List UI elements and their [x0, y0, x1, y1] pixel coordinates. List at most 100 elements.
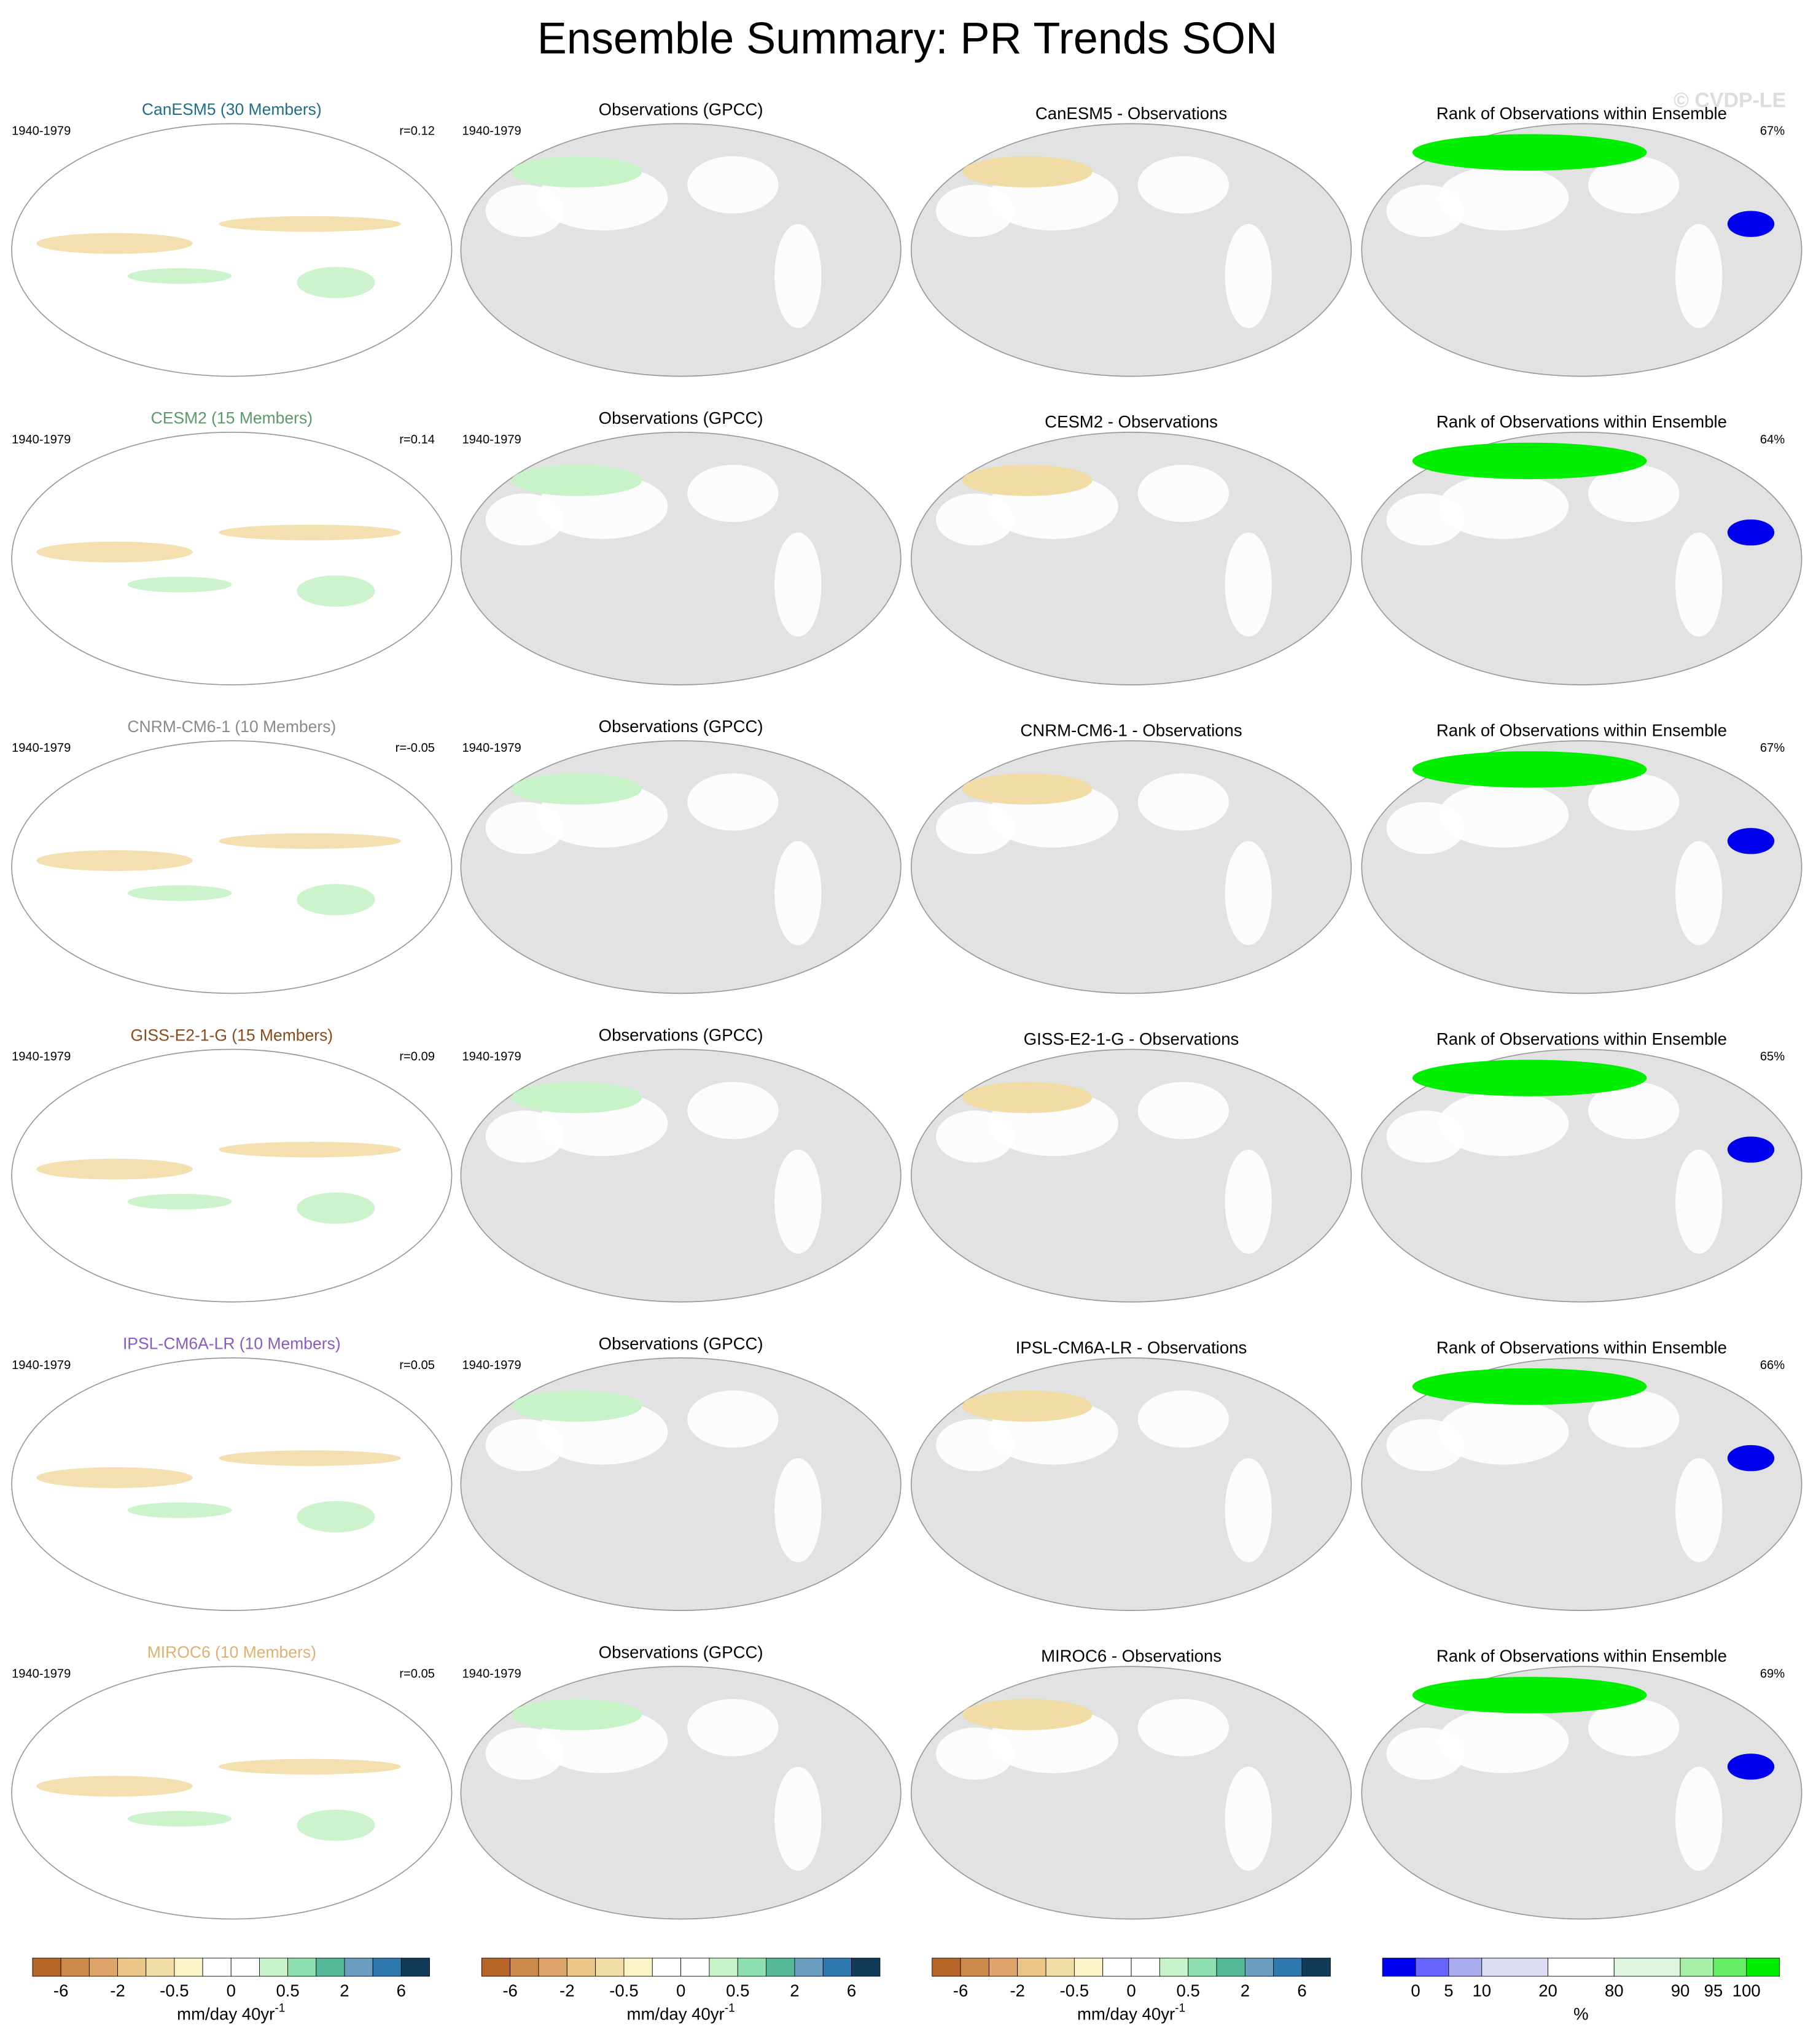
pattern-corr: r=0.05	[399, 1667, 435, 1680]
colorbar-box	[1102, 1957, 1132, 1977]
map-frame	[11, 431, 453, 685]
map-shade	[36, 850, 193, 872]
map-shade	[774, 1766, 822, 1871]
unit-exponent: -1	[275, 2002, 285, 2015]
map-shade	[1412, 442, 1647, 480]
unit-exponent: -1	[725, 2002, 735, 2015]
watermark: © CVDP-LE	[1674, 88, 1786, 112]
map-shade	[219, 216, 401, 232]
colorbar-box	[481, 1957, 511, 1977]
unit-text: mm/day 40yr	[627, 2005, 725, 2024]
colorbar-box	[1301, 1957, 1331, 1977]
map-shade	[1438, 1708, 1569, 1774]
pattern-corr: r=-0.05	[396, 741, 435, 755]
rank-title: Rank of Observations within Ensemble	[1436, 1647, 1727, 1666]
map-shade	[1675, 1149, 1723, 1254]
map-shade	[1225, 841, 1272, 945]
colorbar-box	[709, 1957, 738, 1977]
colorbar-unit: %	[1573, 2005, 1588, 2024]
colorbar-box	[230, 1957, 260, 1977]
map-shade	[127, 885, 232, 901]
unit-exponent: -1	[1175, 2002, 1185, 2015]
map-shade	[1438, 1091, 1569, 1157]
colorbar-box	[1746, 1957, 1780, 1977]
diff-title: CESM2 - Observations	[1045, 412, 1218, 431]
map-shade	[127, 1193, 232, 1210]
map-shade	[687, 1699, 779, 1757]
map-shade	[1588, 464, 1680, 523]
map-shade	[1225, 532, 1272, 637]
colorbar-box	[372, 1957, 402, 1977]
map-shade	[687, 1082, 779, 1139]
map-shade	[1588, 1699, 1680, 1757]
map-shade	[687, 156, 779, 214]
period: 1940-1979	[12, 1667, 71, 1680]
map-shade	[1438, 1399, 1569, 1465]
map-frame	[910, 1666, 1352, 1920]
colorbar-box	[146, 1957, 175, 1977]
map-shade	[512, 1082, 642, 1114]
colorbar-box	[1415, 1957, 1449, 1977]
colorbar-box	[1188, 1957, 1217, 1977]
map-shade	[1137, 1390, 1230, 1448]
pattern-corr: r=0.14	[399, 433, 435, 447]
map-shade	[36, 541, 193, 563]
colorbar-label: 0.5	[276, 1981, 299, 2000]
map-shade	[1137, 1699, 1230, 1757]
colorbar-label: 2	[340, 1981, 349, 2000]
map-shade	[1588, 1082, 1680, 1139]
map-shade	[1675, 1766, 1723, 1871]
colorbar-label: 5	[1444, 1981, 1453, 2000]
map-shade	[1588, 156, 1680, 214]
colorbar-box	[794, 1957, 824, 1977]
model-title: MIROC6 (10 Members)	[147, 1643, 316, 1661]
map-shade	[219, 1142, 401, 1158]
rank-percent: 67%	[1760, 741, 1785, 755]
colorbar-box	[1481, 1957, 1548, 1977]
colorbar-label: -0.5	[609, 1981, 638, 2000]
map-shade	[127, 577, 232, 593]
colorbar-label: -6	[953, 1981, 968, 2000]
colorbar-label: 6	[1297, 1981, 1306, 2000]
map-shade	[219, 1758, 401, 1775]
map-shade	[512, 464, 642, 496]
map-frame	[460, 1048, 902, 1303]
period: 1940-1979	[462, 1667, 521, 1680]
map-shade	[687, 773, 779, 831]
obs-title: Observations (GPCC)	[599, 99, 763, 119]
colorbar-box	[1017, 1957, 1046, 1977]
map-shade	[1438, 474, 1569, 539]
map-shade	[962, 1082, 1093, 1114]
colorbar-box	[932, 1957, 961, 1977]
obs-title: Observations (GPCC)	[599, 1642, 763, 1661]
map-shade	[219, 833, 401, 849]
colorbar-label: 0	[227, 1981, 236, 2000]
colorbar-box	[1159, 1957, 1189, 1977]
rank-percent: 66%	[1760, 1359, 1785, 1372]
map-shade	[1675, 224, 1723, 329]
map-shade	[962, 156, 1093, 188]
colorbar-label: 0	[676, 1981, 685, 2000]
colorbar-box	[822, 1957, 852, 1977]
colorbar-label: 6	[397, 1981, 406, 2000]
map-shade	[512, 1699, 642, 1731]
map-shade	[1727, 828, 1775, 854]
colorbar-box	[400, 1957, 430, 1977]
map-shade	[1412, 751, 1647, 788]
colorbar-box	[60, 1957, 90, 1977]
map-shade	[1727, 1753, 1775, 1780]
colorbar-label: 80	[1605, 1981, 1624, 2000]
map-shade	[512, 1390, 642, 1422]
map-shade	[36, 1158, 193, 1180]
map-frame	[910, 123, 1352, 377]
colorbar-label: 10	[1472, 1981, 1491, 2000]
map-shade	[36, 1467, 193, 1488]
colorbar-box	[1273, 1957, 1303, 1977]
colorbar-box	[652, 1957, 682, 1977]
map-shade	[297, 1809, 375, 1841]
period: 1940-1979	[12, 433, 71, 447]
map-shade	[1225, 1149, 1272, 1254]
colorbar-box	[1548, 1957, 1615, 1977]
map-shade	[1137, 156, 1230, 214]
map-shade	[962, 773, 1093, 805]
